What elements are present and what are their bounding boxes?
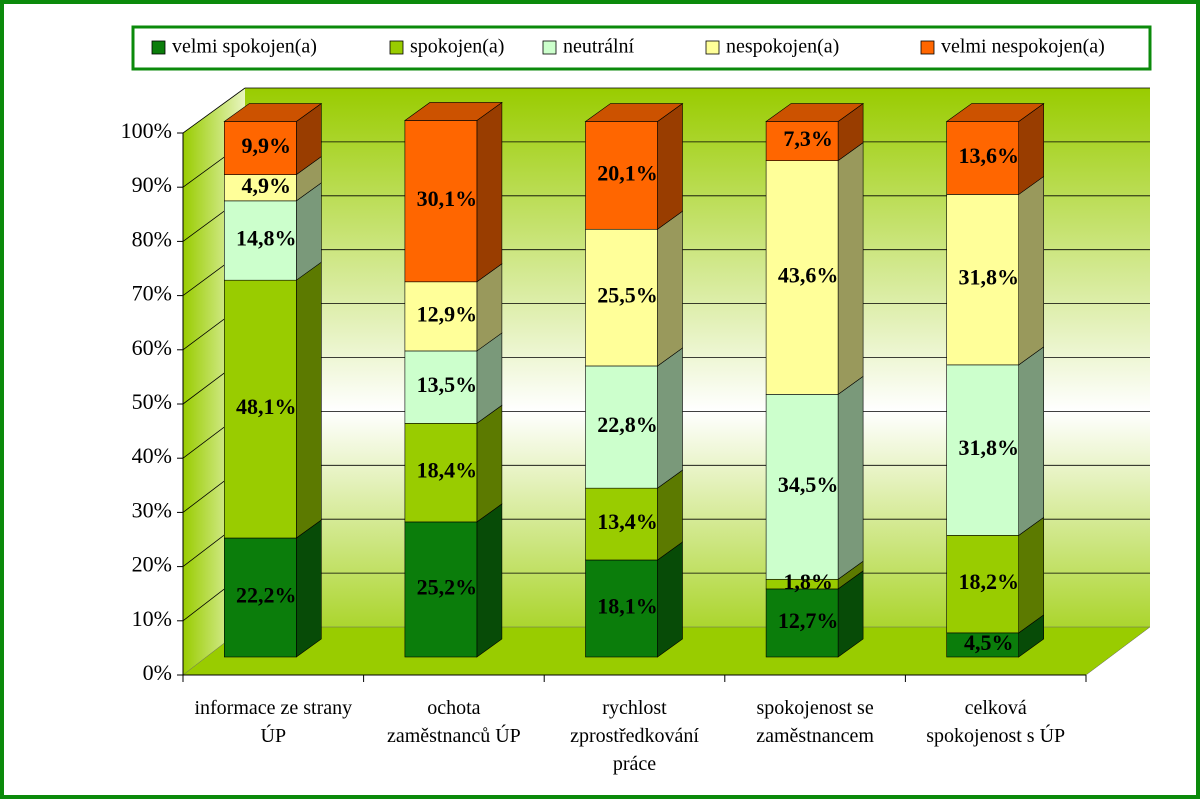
data-label: 25,5% [597,283,658,308]
data-label: 34,5% [778,472,839,497]
bar [946,535,1020,634]
data-label: 13,5% [417,372,478,397]
legend-label: nespokojen(a) [726,36,839,58]
bar [224,121,297,175]
bar [946,364,1020,536]
bar-top [584,103,684,122]
legend-swatch [542,40,557,55]
data-label: 48,1% [236,394,297,419]
bar [585,121,658,230]
data-label: 4,9% [242,173,292,198]
bar-side [657,347,683,489]
bar-side [657,541,683,658]
data-label: 1,8% [783,569,833,594]
data-label: 31,8% [958,435,1019,460]
bar [765,160,839,395]
x-tick-label: rychlost zprostředkování práce [570,697,699,775]
data-label: 31,8% [958,265,1019,290]
legend-label: spokojen(a) [410,36,504,58]
data-label: 20,1% [597,160,658,185]
bar-top [765,103,865,122]
data-label: 22,2% [236,583,297,608]
bar-top [403,102,503,121]
data-label: 12,9% [417,301,478,326]
y-tick-label: 70% [132,281,172,306]
bar [946,632,1020,658]
bar-side [476,404,503,523]
data-label: 14,8% [236,226,297,251]
bar [404,281,478,352]
data-label: 25,2% [417,575,478,600]
bar [585,365,658,489]
y-tick-label: 100% [121,118,172,143]
data-label: 13,6% [958,143,1019,168]
bar-top [945,103,1045,122]
x-tick-label: celková spokojenost s ÚP [926,697,1066,747]
bar [224,200,297,281]
bar-side [657,102,683,230]
bar [585,228,658,367]
bar [585,487,658,561]
x-tick-label: informace ze strany ÚP [194,697,353,747]
y-tick-label: 50% [132,389,172,414]
bar [765,588,839,658]
bar-side [837,142,864,395]
bar [224,279,297,539]
legend-label: neutrální [563,36,635,58]
data-label: 30,1% [417,186,478,211]
y-tick-label: 30% [132,497,172,522]
bar [946,194,1020,366]
legend-swatch [151,40,166,55]
data-label: 18,2% [958,569,1019,594]
bar [765,394,839,580]
data-label: 7,3% [783,126,833,151]
bar-side [837,375,864,580]
data-label: 9,9% [242,133,292,158]
legend [131,25,1152,71]
bar [404,521,478,658]
y-tick-label: 60% [132,335,172,360]
y-tick-label: 0% [143,660,172,685]
data-label: 18,4% [417,458,478,483]
bar-side [476,503,503,658]
legend-swatch [920,40,935,55]
y-tick-label: 90% [132,172,172,197]
bar [404,120,478,283]
legend-swatch [389,40,404,55]
legend-label: velmi nespokojen(a) [941,36,1105,58]
bar [404,423,478,523]
legend-label: velmi spokojen(a) [172,36,317,58]
data-label: 13,4% [597,509,658,534]
legend-swatch [705,40,720,55]
x-tick-label: spokojenost se zaměstnancem [756,697,874,747]
data-label: 43,6% [778,263,839,288]
bar-side [295,261,322,539]
grid-line [182,87,246,134]
y-tick-label: 10% [132,606,172,631]
data-label: 22,8% [597,412,658,437]
y-tick-label: 40% [132,443,172,468]
y-tick-label: 80% [132,226,172,251]
x-tick-label: ochota zaměstnanců ÚP [386,697,521,747]
bar-side [476,101,503,283]
bar-side [657,210,683,367]
bar-side [1018,516,1044,634]
bar-top [223,103,323,122]
bar [224,174,297,202]
data-label: 18,1% [597,594,658,619]
data-label: 12,7% [778,608,839,633]
bar-side [295,519,322,658]
y-tick-label: 20% [132,552,172,577]
bar [404,350,478,424]
bar [224,537,297,658]
bar-side [1018,346,1044,536]
data-label: 4,5% [964,630,1014,655]
bar-side [1018,175,1044,366]
